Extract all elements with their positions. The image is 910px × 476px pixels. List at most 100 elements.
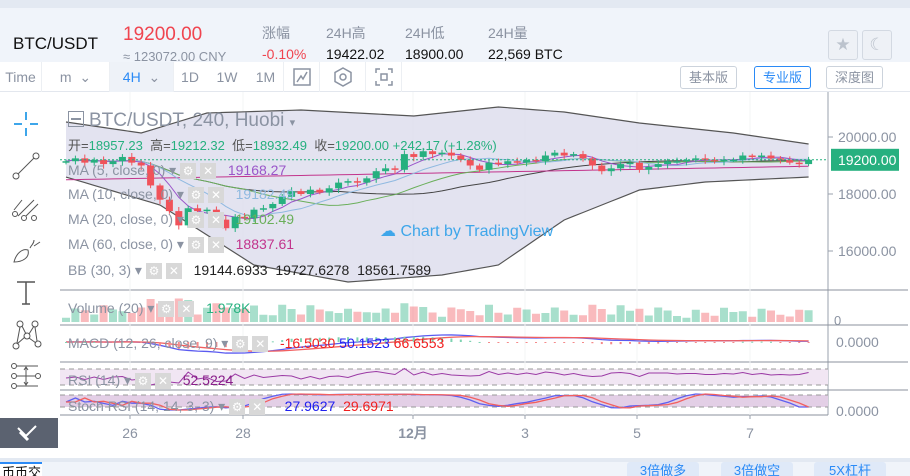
pro-version-button[interactable]: 专业版 [754, 66, 812, 89]
candle-body [353, 181, 361, 183]
candle-body [363, 178, 371, 183]
depth-chart-button[interactable]: 深度图 [826, 66, 884, 89]
volume-bar [560, 310, 569, 322]
minute-label: m [59, 69, 72, 85]
chart-area[interactable]: 20000.00 18000.00 16000.00 19200.00 0 0.0000 0… [0, 92, 910, 458]
close-icon[interactable]: ✕ [252, 336, 269, 353]
spot-trading-tab[interactable]: 币币交易 [0, 462, 42, 476]
volume-bar [522, 309, 531, 322]
text-tool-icon[interactable] [8, 274, 44, 310]
macd-histogram-bar [74, 341, 77, 343]
short-3x-button[interactable]: 3倍做空 [721, 462, 793, 476]
bottom-bar: 币币交易 3倍做多 3倍做空 5X杠杆 [0, 462, 910, 476]
interval-time[interactable]: Time [0, 62, 42, 92]
stoch-zero-label: 0.0000 [836, 403, 879, 419]
gear-icon[interactable]: ⚙ [187, 187, 204, 204]
close-icon[interactable]: ✕ [165, 263, 182, 280]
macd-histogram-bar [657, 342, 660, 344]
close-icon[interactable]: ✕ [207, 187, 224, 204]
close-icon[interactable]: ✕ [200, 163, 217, 180]
candle-body [720, 159, 728, 162]
gear-icon[interactable]: ⚙ [145, 263, 162, 280]
collapse-legend-icon[interactable] [68, 111, 84, 127]
bb-lower-value: 18561.7589 [357, 262, 432, 278]
volume-bar [409, 306, 418, 322]
candle-body [476, 165, 484, 170]
volume-bar [146, 299, 155, 322]
chart-toolbar: Time m ⌄ 4H ⌄ 1D 1W 1M 基本版 专业版 深度图 [0, 62, 910, 92]
close-icon[interactable]: ✕ [207, 237, 224, 254]
bb-basis-value: 19144.6933 [193, 262, 268, 278]
interval-1w[interactable]: 1W [216, 69, 238, 85]
macd-histogram-bar [309, 337, 312, 342]
leverage-5x-button[interactable]: 5X杠杆 [814, 462, 886, 476]
close-icon[interactable]: ✕ [249, 399, 266, 416]
candle-body [118, 156, 126, 162]
close-icon[interactable]: ✕ [178, 301, 195, 318]
candle-body [175, 211, 183, 226]
macd-zero-label: 0.0000 [836, 334, 879, 350]
gear-icon[interactable]: ⚙ [229, 399, 246, 416]
crosshair-icon[interactable] [8, 106, 44, 142]
change-label: 涨幅 [262, 25, 290, 41]
macd-histogram-bar [300, 338, 302, 342]
high-label: 24H高 [326, 25, 366, 41]
candle-body [128, 156, 136, 163]
interval-1d[interactable]: 1D [181, 69, 199, 85]
gear-icon[interactable]: ⚙ [187, 212, 204, 229]
collapse-toolbar-button[interactable] [0, 418, 58, 448]
macd-signal-value: 66.6553 [393, 335, 445, 351]
chart-title: BTC/USDT, 240, Huobi ▾ [68, 110, 295, 134]
dark-mode-moon-icon[interactable]: ☾ [862, 30, 892, 60]
macd-histogram-bar [375, 337, 378, 342]
macd-histogram-bar [497, 342, 500, 343]
volume-bar [456, 309, 465, 322]
pattern-icon[interactable] [8, 316, 44, 352]
macd-histogram-bar [140, 342, 143, 343]
last-price-badge [831, 148, 899, 171]
favorite-star-icon[interactable]: ★ [828, 30, 858, 60]
gear-icon[interactable]: ⚙ [158, 301, 175, 318]
interval-4h-dropdown[interactable]: 4H ⌄ [110, 62, 174, 92]
interval-minute-dropdown[interactable]: m ⌄ [42, 62, 110, 92]
measure-icon[interactable] [8, 358, 44, 394]
volume-bar [71, 308, 80, 322]
gear-icon[interactable]: ⚙ [187, 237, 204, 254]
candle-body [344, 181, 352, 183]
macd-histogram-bar [365, 337, 368, 342]
basic-version-button[interactable]: 基本版 [680, 66, 738, 89]
brush-icon[interactable] [8, 232, 44, 268]
macd-histogram-bar [356, 337, 359, 342]
long-3x-button[interactable]: 3倍做多 [627, 462, 699, 476]
macd-histogram-bar [544, 342, 547, 343]
volume-bar [362, 312, 371, 322]
volume-bar [720, 307, 728, 322]
close-icon[interactable]: ✕ [207, 212, 224, 229]
tradingview-watermark: ☁ Chart by TradingView [380, 222, 553, 241]
fullscreen-icon[interactable] [366, 62, 402, 92]
change-value: -0.10% [262, 46, 307, 62]
chart-type-icon[interactable] [284, 62, 320, 92]
close-icon[interactable]: ✕ [155, 373, 172, 390]
trend-line-icon[interactable] [8, 148, 44, 184]
candle-body [278, 196, 286, 204]
gear-icon[interactable]: ⚙ [180, 163, 197, 180]
volume-bar [344, 308, 352, 322]
candle-body [513, 161, 521, 163]
ma60-label: MA (60, close, 0) [68, 236, 174, 252]
ticker-header: BTC/USDT 19200.00 ≈ 123072.00 CNY 涨幅 -0.… [0, 8, 910, 64]
macd-histogram-bar [478, 341, 481, 343]
candle-body [711, 159, 719, 162]
macd-histogram-bar [318, 337, 321, 342]
pitchfork-icon[interactable] [8, 190, 44, 226]
volume-bar [644, 315, 653, 322]
indicators-icon[interactable] [320, 62, 366, 92]
gear-icon[interactable]: ⚙ [232, 336, 249, 353]
price-chart[interactable]: 20000.00 18000.00 16000.00 19200.00 0 0.0000 0… [0, 92, 910, 458]
price-tick-label: 20000.00 [838, 129, 897, 145]
gear-icon[interactable]: ⚙ [135, 373, 152, 390]
candle-body [222, 219, 230, 229]
chevron-down-icon[interactable]: ▾ [289, 117, 296, 129]
interval-1m[interactable]: 1M [248, 62, 284, 92]
volume-bar [635, 308, 644, 322]
